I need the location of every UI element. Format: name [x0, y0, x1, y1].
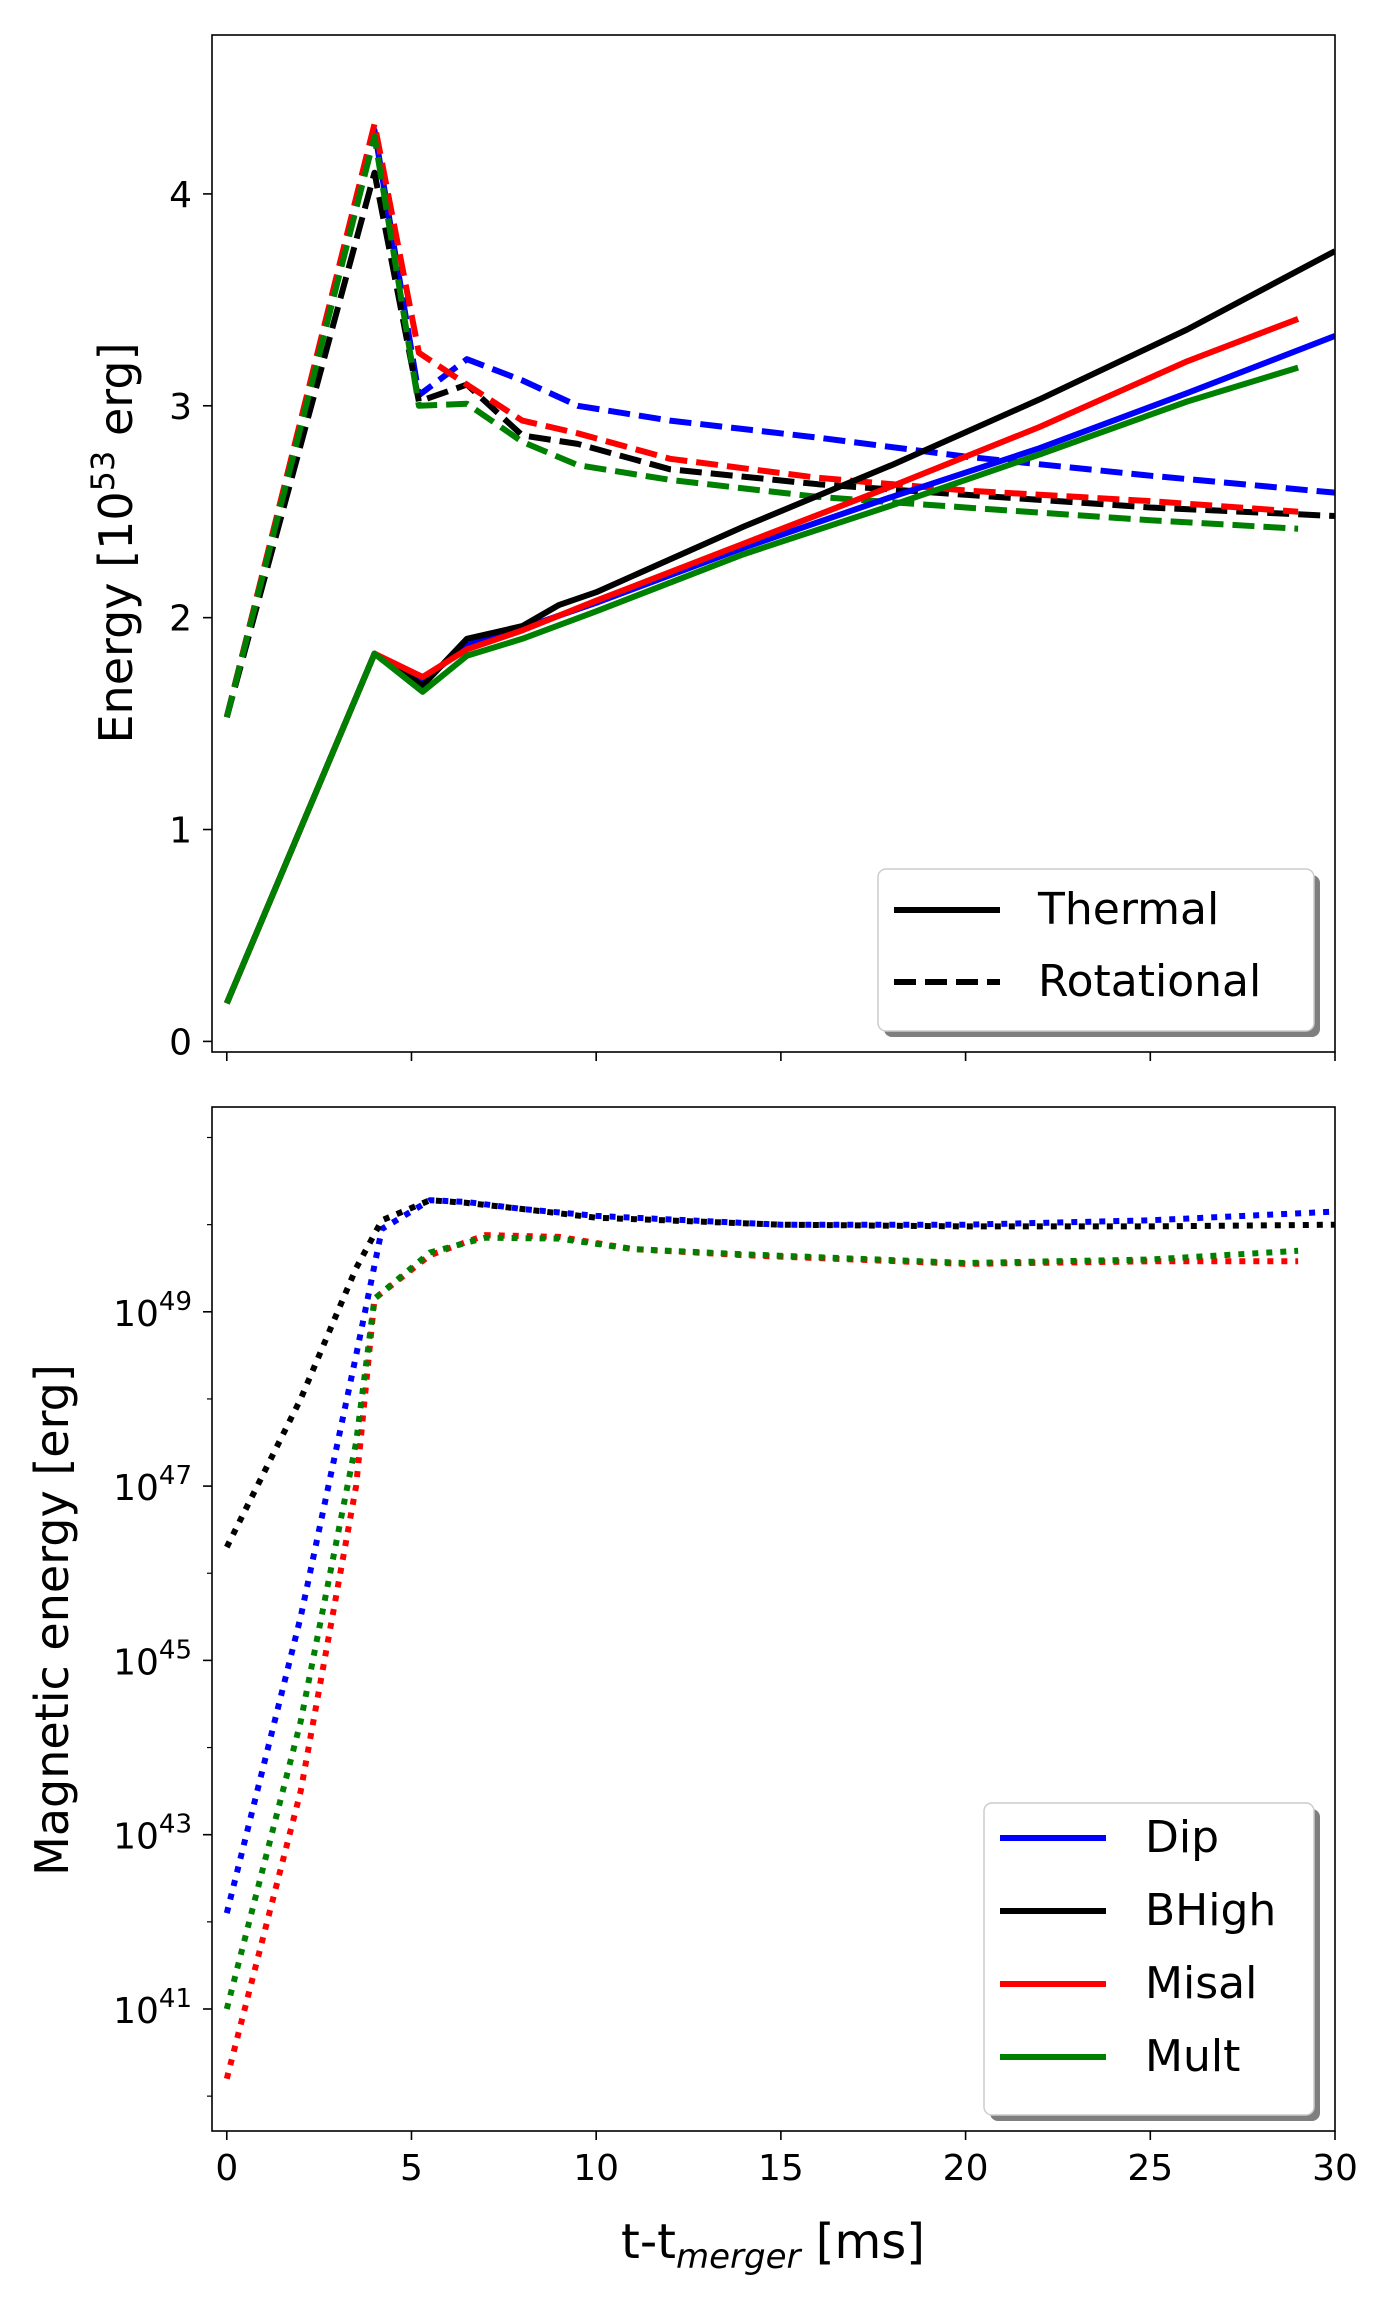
- magnetic-x-tick-label: 20: [943, 2148, 989, 2189]
- magnetic-x-tick-label: 25: [1127, 2148, 1173, 2189]
- energy-y-tick-label: 2: [169, 599, 192, 640]
- energy-series-group: [223, 121, 1335, 1005]
- magnetic-x-tick-label: 10: [573, 2148, 619, 2189]
- legend-rotational-label: Rotational: [1038, 956, 1261, 1007]
- energy-y-tick-label: 3: [169, 387, 192, 428]
- energy-y-tick-label: 1: [169, 811, 192, 852]
- energy-y-ticks: 0 1 2 3 4: [169, 175, 212, 1063]
- energy-panel: 0 1 2 3 4 Energy [1053 erg] Thermal Rotation…: [84, 34, 1336, 1063]
- magnetic-x-axis-label: t-tmerger [ms]: [621, 2214, 925, 2277]
- magnetic-y-tick-label: 1049: [113, 1287, 192, 1335]
- magnetic-y-ticks: 1041 1043 1045 1047 1049: [113, 1136, 212, 2097]
- magnetic-x-tick-label: 15: [758, 2148, 804, 2189]
- magnetic-x-tick-label: 5: [400, 2148, 423, 2189]
- xlabel-sub: merger: [676, 2237, 803, 2277]
- energy-series-mult-rotational: [223, 133, 1299, 718]
- energy-series-mult-thermal: [224, 364, 1299, 1005]
- energy-y-tick-label: 4: [169, 175, 192, 216]
- energy-ylabel-sup: 53: [84, 451, 122, 492]
- magnetic-legend: Dip BHigh Misal Mult: [983, 1802, 1320, 2121]
- magnetic-y-tick-label: 1043: [113, 1810, 192, 1858]
- magnetic-legend-box: [983, 1802, 1315, 2116]
- energy-series-dip-rotational: [223, 127, 1335, 718]
- energy-x-ticks: [225, 1052, 1336, 1061]
- xlabel-post: [ms]: [800, 2214, 924, 2270]
- magnetic-y-tick-label: 1041: [113, 1984, 192, 2032]
- magnetic-y-axis-label: Magnetic energy [erg]: [25, 1364, 79, 1876]
- energy-series-misal-thermal: [224, 316, 1300, 1005]
- magnetic-axes-frame: [211, 1106, 1336, 2132]
- magnetic-series-group: [223, 1197, 1335, 2080]
- legend-bhigh-label: BHigh: [1145, 1885, 1276, 1936]
- magnetic-x-ticks: 0 5 10 15 20 25 30: [215, 2131, 1358, 2189]
- legend-dip-label: Dip: [1145, 1812, 1219, 1863]
- legend-thermal-label: Thermal: [1037, 884, 1219, 935]
- xlabel-pre: t-t: [621, 2214, 676, 2270]
- legend-mult-label: Mult: [1145, 2031, 1240, 2082]
- energy-ylabel-post: erg]: [89, 342, 143, 450]
- magnetic-x-tick-label: 30: [1312, 2148, 1358, 2189]
- energy-y-axis-label: Energy [1053 erg]: [84, 342, 143, 743]
- energy-series-misal-rotational: [223, 121, 1299, 718]
- magnetic-panel: 0 5 10 15 20 25 30 1041 1043 1045 1047 1049 Magnet…: [25, 1106, 1358, 2277]
- energy-legend: Thermal Rotational: [877, 868, 1320, 1037]
- legend-misal-label: Misal: [1145, 1958, 1257, 2009]
- energy-ylabel-pre: Energy [10: [89, 491, 143, 743]
- magnetic-y-tick-label: 1047: [113, 1461, 192, 1509]
- energy-y-tick-label: 0: [169, 1022, 192, 1063]
- energy-series-bhigh-thermal: [224, 248, 1335, 1005]
- magnetic-series-bhigh: [224, 1197, 1335, 1549]
- magnetic-x-tick-label: 0: [215, 2148, 238, 2189]
- energy-axes-frame: [211, 34, 1336, 1053]
- magnetic-series-mult: [223, 1234, 1299, 2010]
- magnetic-y-tick-label: 1045: [113, 1635, 192, 1683]
